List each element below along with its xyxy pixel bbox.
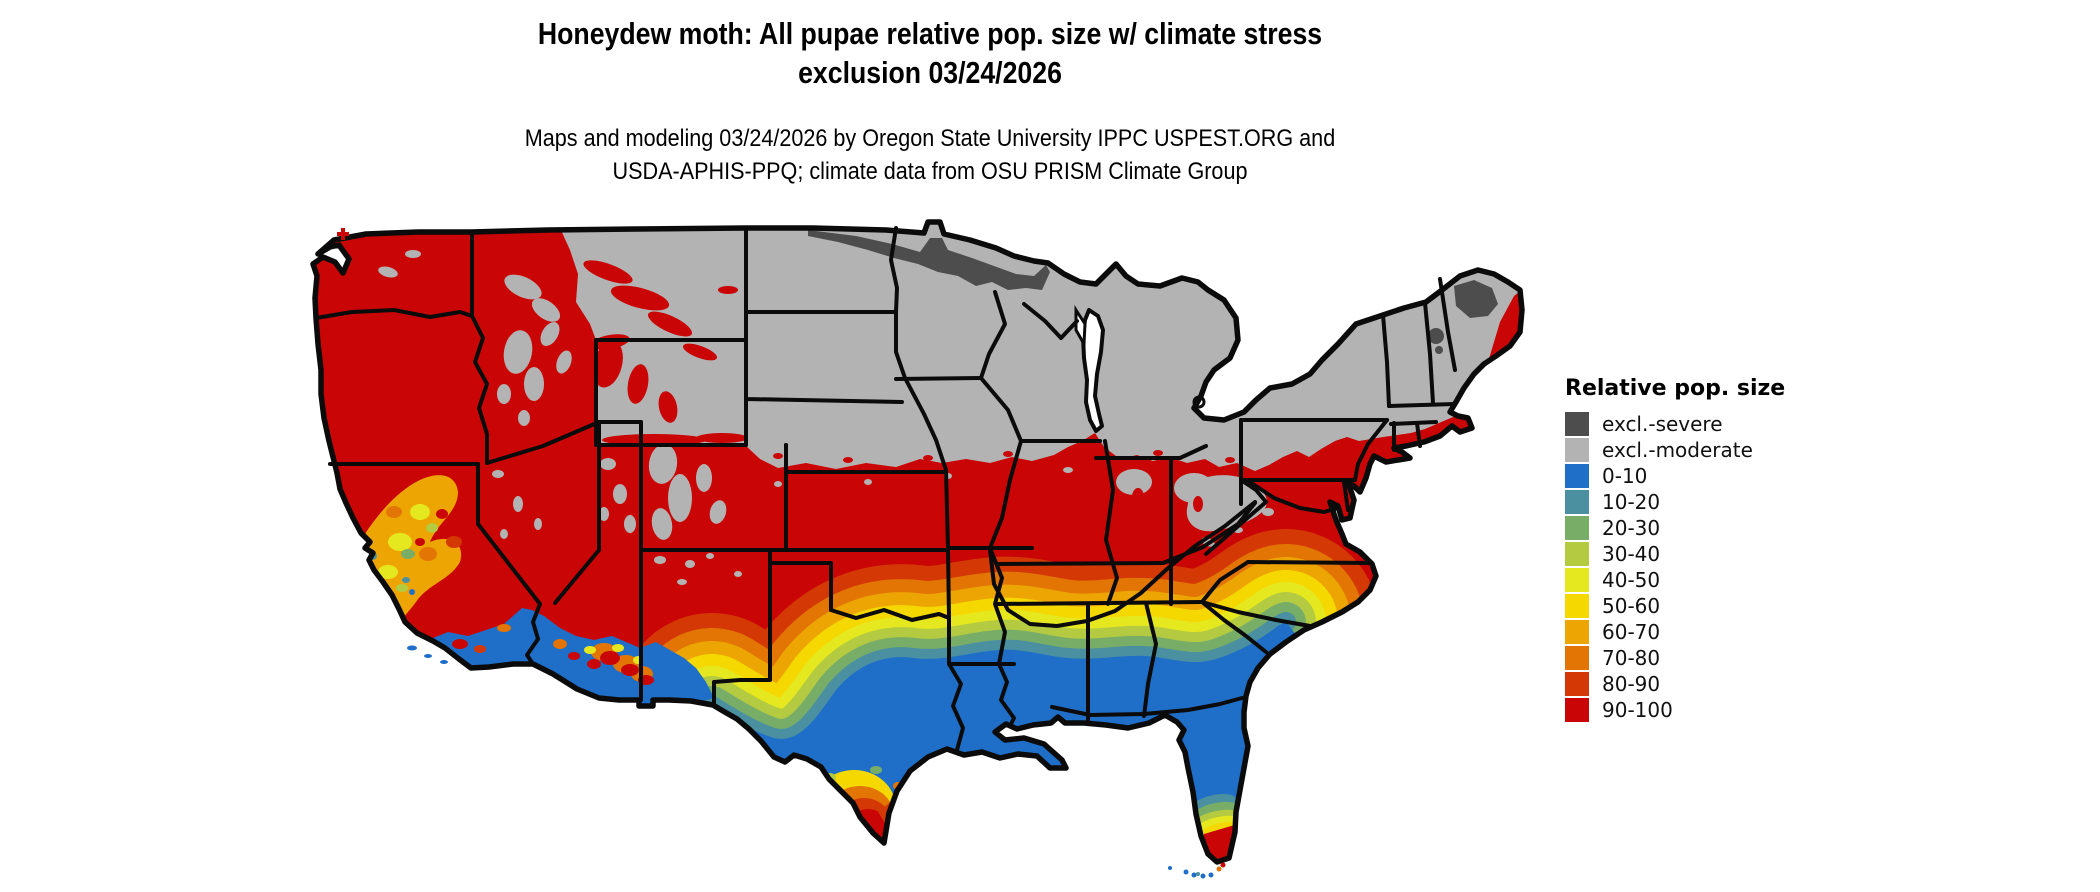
- map-title-line2: exclusion 03/24/2026: [798, 55, 1062, 90]
- raster-excl-severe-nh: [1428, 328, 1444, 344]
- map-subtitle-line1: Maps and modeling 03/24/2026 by Oregon S…: [524, 125, 1336, 152]
- raster-excl-severe-maine: [1454, 280, 1498, 318]
- legend-swatch-90-100: [1565, 698, 1589, 722]
- legend-item: 90-100: [1565, 697, 1895, 723]
- legend-label: 10-20: [1602, 490, 1661, 514]
- legend-item: 20-30: [1565, 515, 1895, 541]
- legend-swatch-20-30: [1565, 516, 1589, 540]
- legend-swatch-40-50: [1565, 568, 1589, 592]
- legend-swatch-70-80: [1565, 646, 1589, 670]
- legend-title: Relative pop. size: [1565, 376, 1786, 401]
- raster-excl-severe-strip: [808, 230, 1050, 290]
- us-map-svg: [308, 212, 1532, 879]
- legend-label: 80-90: [1602, 672, 1661, 696]
- legend-item: 30-40: [1565, 541, 1895, 567]
- us-map: [308, 212, 1532, 892]
- legend-item: 60-70: [1565, 619, 1895, 645]
- legend-label: 50-60: [1602, 594, 1661, 618]
- legend-label: excl.-moderate: [1602, 438, 1753, 462]
- map-subtitle-line2: USDA-APHIS-PPQ; climate data from OSU PR…: [612, 158, 1248, 185]
- legend-item: 50-60: [1565, 593, 1895, 619]
- legend-swatch-0-10: [1565, 464, 1589, 488]
- legend-swatch-10-20: [1565, 490, 1589, 514]
- legend-label: 0-10: [1602, 464, 1648, 488]
- legend-item: excl.-moderate: [1565, 437, 1895, 463]
- raster-red-ne-coast: [1348, 410, 1480, 464]
- point-roberts-marker: [337, 228, 349, 240]
- great-lakes: [1074, 304, 1206, 433]
- legend-swatch-50-60: [1565, 594, 1589, 618]
- legend-swatch-60-70: [1565, 620, 1589, 644]
- legend-item: 70-80: [1565, 645, 1895, 671]
- legend-item: 80-90: [1565, 671, 1895, 697]
- legend-swatch-30-40: [1565, 542, 1589, 566]
- legend-item: 0-10: [1565, 463, 1895, 489]
- map-title-line1: Honeydew moth: All pupae relative pop. s…: [537, 16, 1323, 51]
- islands-and-keys: [337, 228, 1226, 879]
- map-title: Honeydew moth: All pupae relative pop. s…: [414, 14, 1446, 92]
- legend-item: excl.-severe: [1565, 411, 1895, 437]
- legend-label: 60-70: [1602, 620, 1661, 644]
- legend-label: 20-30: [1602, 516, 1661, 540]
- legend-label: 90-100: [1602, 698, 1673, 722]
- legend-swatch-80-90: [1565, 672, 1589, 696]
- legend-item: 10-20: [1565, 489, 1895, 515]
- map-subtitle: Maps and modeling 03/24/2026 by Oregon S…: [390, 122, 1470, 188]
- legend-label: 30-40: [1602, 542, 1661, 566]
- legend-label: 70-80: [1602, 646, 1661, 670]
- legend-item: 40-50: [1565, 567, 1895, 593]
- legend-swatch-excl-severe: [1565, 412, 1589, 436]
- legend-label: 40-50: [1602, 568, 1661, 592]
- legend: Relative pop. size excl.-severe excl.-mo…: [1565, 376, 1895, 723]
- legend-label: excl.-severe: [1602, 412, 1723, 436]
- legend-swatch-excl-moderate: [1565, 438, 1589, 462]
- lake-michigan: [1081, 308, 1105, 433]
